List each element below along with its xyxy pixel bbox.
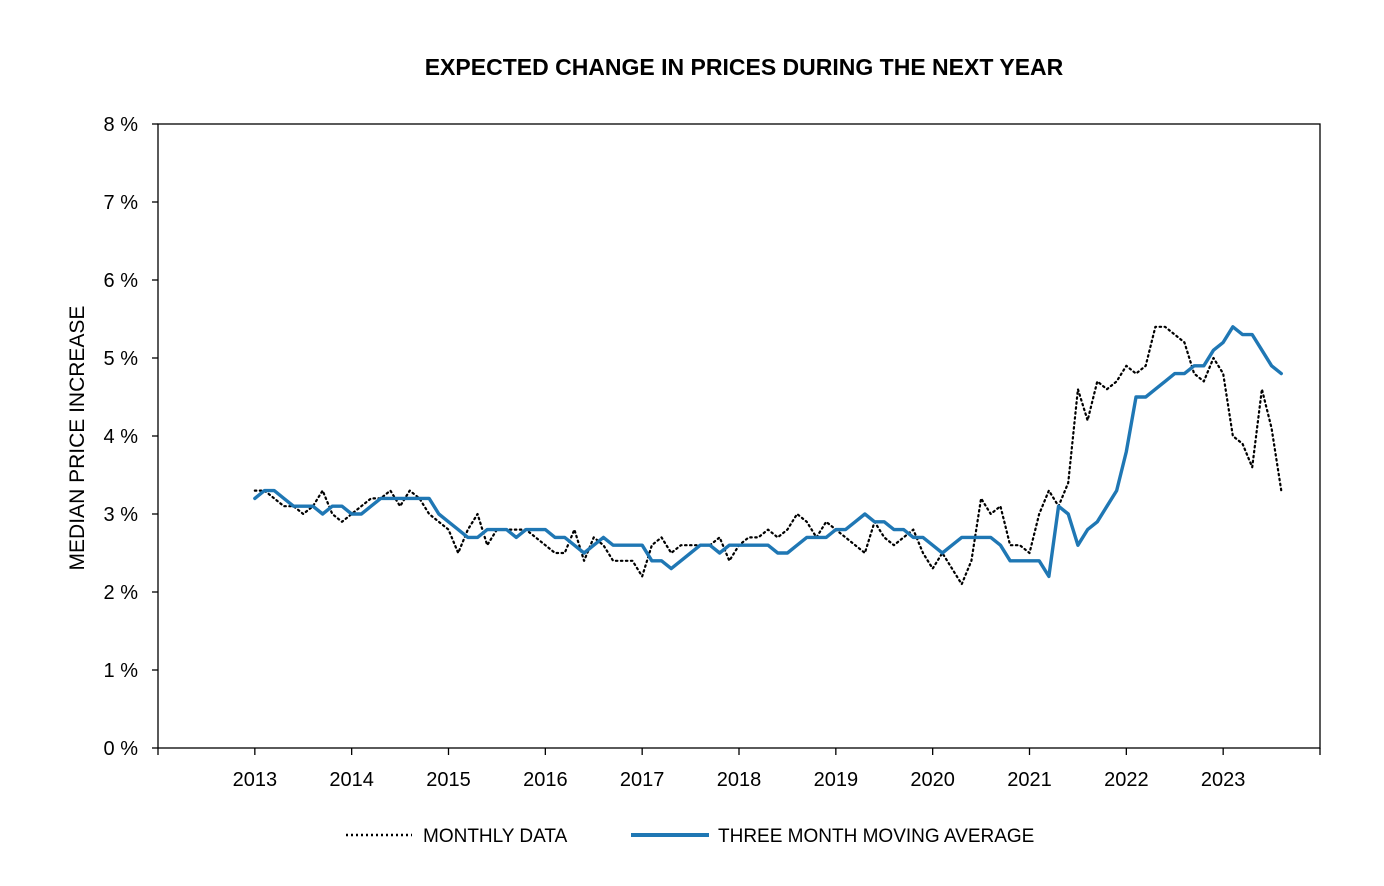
series-line-monthly-data xyxy=(253,325,1283,586)
x-tick-label: 2022 xyxy=(1104,769,1149,791)
series-layer xyxy=(253,325,1283,586)
y-tick-label: 4 % xyxy=(104,426,139,448)
y-tick-label: 5 % xyxy=(104,348,139,370)
y-tick-label: 0 % xyxy=(104,738,139,760)
y-tick-label: 3 % xyxy=(104,504,139,526)
y-axis-label: MEDIAN PRICE INCREASE xyxy=(66,306,89,571)
plot-frame xyxy=(157,123,1321,749)
legend-label-moving-average: THREE MONTH MOVING AVERAGE xyxy=(718,826,1034,847)
x-tick-label: 2015 xyxy=(426,769,471,791)
x-tick-label: 2019 xyxy=(814,769,859,791)
y-axis-ticks: 0 % 1 % 2 % 3 % 4 % 5 % 6 % 7 % 8 % xyxy=(104,114,158,760)
x-tick-label: 2021 xyxy=(1007,769,1052,791)
y-tick-label: 7 % xyxy=(104,192,139,214)
x-tick-label: 2013 xyxy=(233,769,278,791)
x-tick-label: 2020 xyxy=(910,769,955,791)
x-tick-label: 2017 xyxy=(620,769,665,791)
x-tick-label: 2018 xyxy=(717,769,762,791)
series-line-moving-average xyxy=(253,325,1283,579)
y-tick-label: 8 % xyxy=(104,114,139,136)
y-tick-label: 6 % xyxy=(104,270,139,292)
x-tick-label: 2014 xyxy=(329,769,374,791)
legend: MONTHLY DATA THREE MONTH MOVING AVERAGE xyxy=(346,826,1034,847)
y-tick-label: 2 % xyxy=(104,582,139,604)
chart-title: EXPECTED CHANGE IN PRICES DURING THE NEX… xyxy=(425,54,1064,80)
legend-label-monthly-data: MONTHLY DATA xyxy=(423,826,568,847)
y-tick-label: 1 % xyxy=(104,660,139,682)
x-tick-label: 2016 xyxy=(523,769,568,791)
x-tick-label: 2023 xyxy=(1201,769,1246,791)
x-axis-ticks: 2013 2014 2015 2016 2017 2018 2019 2020 2021 2022… xyxy=(157,748,1321,791)
